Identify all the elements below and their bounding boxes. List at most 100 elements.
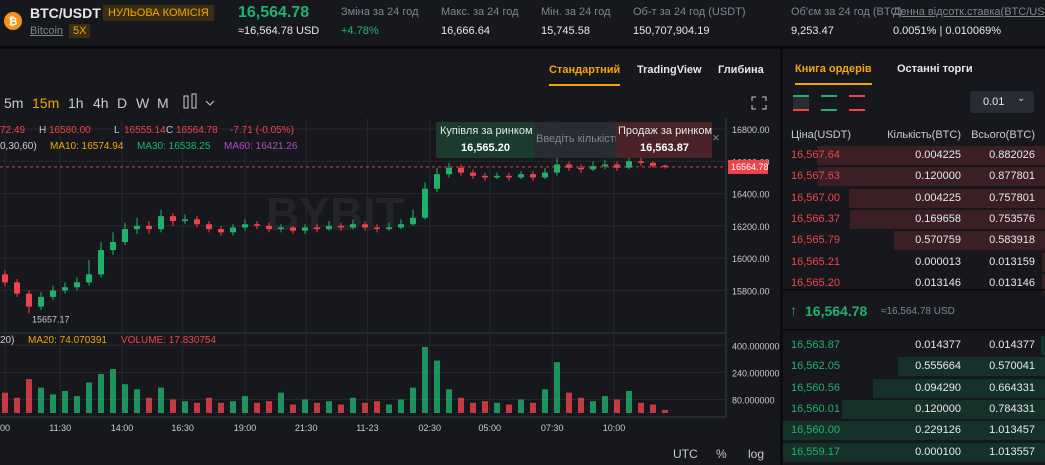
symbol[interactable]: BTC/USDT [30,5,101,21]
badge: НУЛЬОВА КОМІСІЯ [103,5,214,21]
interval[interactable]: W [136,95,150,111]
interval[interactable]: M [157,95,169,111]
ob-price[interactable]: 16,565.21 [791,255,840,268]
ob-qty[interactable]: 0.120000 [915,170,961,183]
interval[interactable]: 4h [93,95,109,111]
ob-total[interactable]: 1.013457 [989,424,1035,437]
candle-body [74,282,80,288]
ob-qty[interactable]: 0.094290 [915,381,961,394]
qty-placeholder[interactable]: Введіть кількість [536,133,621,145]
volume-bar [38,387,44,413]
ob-price[interactable]: 16,563.87 [791,339,840,351]
x-tick-label: 07:30 [541,423,564,433]
ob-total[interactable]: 0.013159 [989,255,1035,268]
chart-tab[interactable]: Глибина [718,64,764,76]
ob-total[interactable]: 0.877801 [989,170,1035,183]
x-tick-label: 11:30 [49,423,71,433]
ob-total[interactable]: 0.013146 [989,276,1035,289]
ob-total[interactable]: 0.664331 [989,381,1035,394]
ob-tab[interactable]: Останні торги [897,63,973,75]
ob-price[interactable]: 16,567.00 [791,191,840,204]
coin-name[interactable]: Bitcoin [30,25,64,37]
volume-bar [278,392,284,413]
depth-bar [873,378,1045,398]
ob-total[interactable]: 0.882026 [989,149,1035,161]
y-tick-label: 16000.00 [732,254,770,264]
depth-bar [783,421,1045,441]
chart-tab[interactable]: Стандартний [549,64,621,86]
ob-qty[interactable]: 0.000013 [915,255,961,268]
sell-button[interactable] [616,122,712,158]
col-header: Всього(BTC) [971,129,1035,141]
ob-total[interactable]: 0.583918 [989,234,1035,247]
candle-body [110,242,116,251]
view-icon[interactable] [793,95,809,111]
ob-price[interactable]: 16,562.05 [791,360,840,373]
ob-price[interactable]: 16,566.37 [791,212,840,225]
volume-bar [134,389,140,413]
interval[interactable]: 15m [32,95,60,111]
ob-price[interactable]: 16,565.79 [791,234,840,247]
ob-total[interactable]: 0.014377 [989,339,1035,351]
ob-price[interactable]: 16,560.00 [791,424,840,437]
candle-body [662,165,668,167]
ob-qty[interactable]: 0.555664 [915,360,961,373]
volume-tick-label: 400.000000 [732,341,780,351]
precision-select[interactable] [970,91,1034,113]
qty-input[interactable] [534,122,616,158]
candle-body [410,217,416,225]
ob-qty[interactable]: 0.004225 [915,149,961,161]
ob-total[interactable]: 0.570041 [989,360,1035,373]
ob-total[interactable]: 0.757801 [989,191,1035,204]
view-icon[interactable] [849,95,865,111]
dropdown-arrow[interactable]: ⌄ [1017,93,1026,104]
close-icon[interactable]: × [712,130,720,145]
ob-qty[interactable]: 0.229126 [915,424,961,437]
volume-bar [494,402,500,413]
ob-qty[interactable]: 0.169658 [915,212,961,225]
ob-price[interactable]: 16,567.64 [791,149,840,161]
scale-option[interactable]: UTC [673,447,698,461]
depth-bar [1041,252,1045,272]
candle-body [326,225,332,230]
interval[interactable]: 5m [4,95,24,111]
buy-label[interactable]: Купівля за ринком [440,125,533,137]
ob-qty[interactable]: 0.120000 [915,402,961,415]
stat-value: 15,745.58 [541,25,590,37]
ob-qty[interactable]: 0.000100 [915,445,961,458]
legend-text: -7.71 (-0.05%) [230,125,294,136]
chart-tab[interactable]: TradingView [637,64,702,76]
ob-price[interactable]: 16,559.17 [791,445,840,458]
order-book: Книга ордерів Останні торги 0.01 ⌄ Ціна(USDT… [783,49,1045,465]
buy-button[interactable] [436,122,534,158]
stat-label: Макс. за 24 год [441,6,519,18]
volume-bar [338,404,344,413]
ob-total[interactable]: 0.753576 [989,212,1035,225]
interval[interactable]: D [117,95,128,111]
ob-price[interactable]: 16,567.63 [791,170,840,183]
sell-label[interactable]: Продаж за ринком [618,125,713,137]
ob-total[interactable]: 0.784331 [989,402,1035,415]
ob-price[interactable]: 16,565.20 [791,276,840,289]
volume-bar [566,392,572,413]
volume-bar [218,402,224,413]
ob-price[interactable]: 16,560.01 [791,402,840,415]
view-icon[interactable] [821,95,837,111]
precision[interactable]: 0.01 [983,96,1005,108]
ob-qty[interactable]: 0.014377 [915,339,961,351]
buy-price[interactable]: 16,565.20 [461,142,510,154]
ob-qty[interactable]: 0.570759 [915,234,961,247]
sell-price[interactable]: 16,563.87 [640,142,689,154]
ob-qty[interactable]: 0.004225 [915,191,961,204]
legend-text: VOLUME: 17.830754 [121,335,216,346]
scale-option[interactable]: log [748,447,765,461]
candle-body [206,224,212,230]
interval[interactable]: 1h [68,95,84,111]
ob-total[interactable]: 1.013557 [989,445,1035,458]
candle-body [446,167,452,175]
ob-qty[interactable]: 0.013146 [915,276,961,289]
scale-option[interactable]: % [716,447,727,461]
ob-tab[interactable]: Книга ордерів [795,63,872,85]
volume-bar [110,368,116,413]
ob-price[interactable]: 16,560.56 [791,381,840,394]
